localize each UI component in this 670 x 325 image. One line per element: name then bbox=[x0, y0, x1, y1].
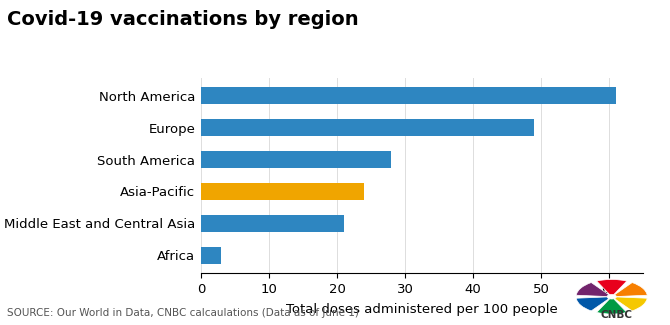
Text: CNBC: CNBC bbox=[600, 310, 632, 320]
Wedge shape bbox=[614, 282, 647, 296]
Bar bbox=[201, 183, 364, 200]
Bar bbox=[201, 119, 535, 136]
Bar bbox=[201, 214, 344, 232]
Text: Covid-19 vaccinations by region: Covid-19 vaccinations by region bbox=[7, 10, 358, 29]
Wedge shape bbox=[576, 282, 609, 296]
Wedge shape bbox=[576, 297, 609, 311]
Bar bbox=[201, 247, 221, 264]
Bar bbox=[201, 87, 616, 104]
Wedge shape bbox=[597, 299, 626, 314]
Text: SOURCE: Our World in Data, CNBC calcaulations (Data as of June 1): SOURCE: Our World in Data, CNBC calcaula… bbox=[7, 308, 358, 318]
X-axis label: Total doses administered per 100 people: Total doses administered per 100 people bbox=[286, 303, 558, 316]
Bar bbox=[201, 151, 391, 168]
Wedge shape bbox=[614, 297, 647, 311]
Wedge shape bbox=[597, 280, 626, 295]
